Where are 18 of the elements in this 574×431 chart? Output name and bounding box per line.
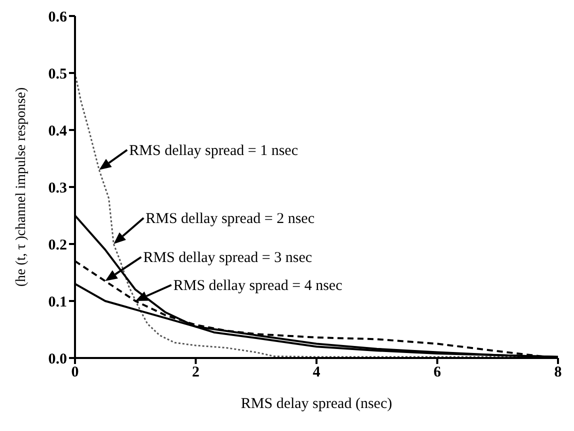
- y-axis-title: (he (t, τ )channel impulse response): [14, 87, 29, 287]
- annotation: RMS dellay spread = 3 nsec: [143, 250, 312, 266]
- x-tick-label: 8: [554, 364, 562, 381]
- annotation: RMS dellay spread = 4 nsec: [173, 278, 343, 294]
- x-tick-label: 0: [71, 364, 79, 381]
- y-tick-label: 0.4: [48, 123, 68, 140]
- x-tick-label: 2: [192, 364, 200, 381]
- y-tick-label: 0.0: [48, 351, 67, 368]
- y-tick-label: 0.6: [48, 9, 68, 26]
- y-tick-label: 0.2: [48, 237, 67, 254]
- y-tick-label: 0.5: [48, 66, 67, 82]
- annotation: RMS dellay spread = 1 nsec: [129, 142, 298, 159]
- x-axis-title: RMS delay spread (nsec): [240, 396, 392, 412]
- y-tick-label: 0.1: [48, 294, 67, 310]
- y-tick-label: 0.3: [48, 180, 67, 196]
- x-tick-label: 4: [312, 364, 321, 381]
- x-tick-label: 6: [434, 364, 442, 381]
- annotation: RMS dellay spread = 2 nsec: [146, 211, 315, 227]
